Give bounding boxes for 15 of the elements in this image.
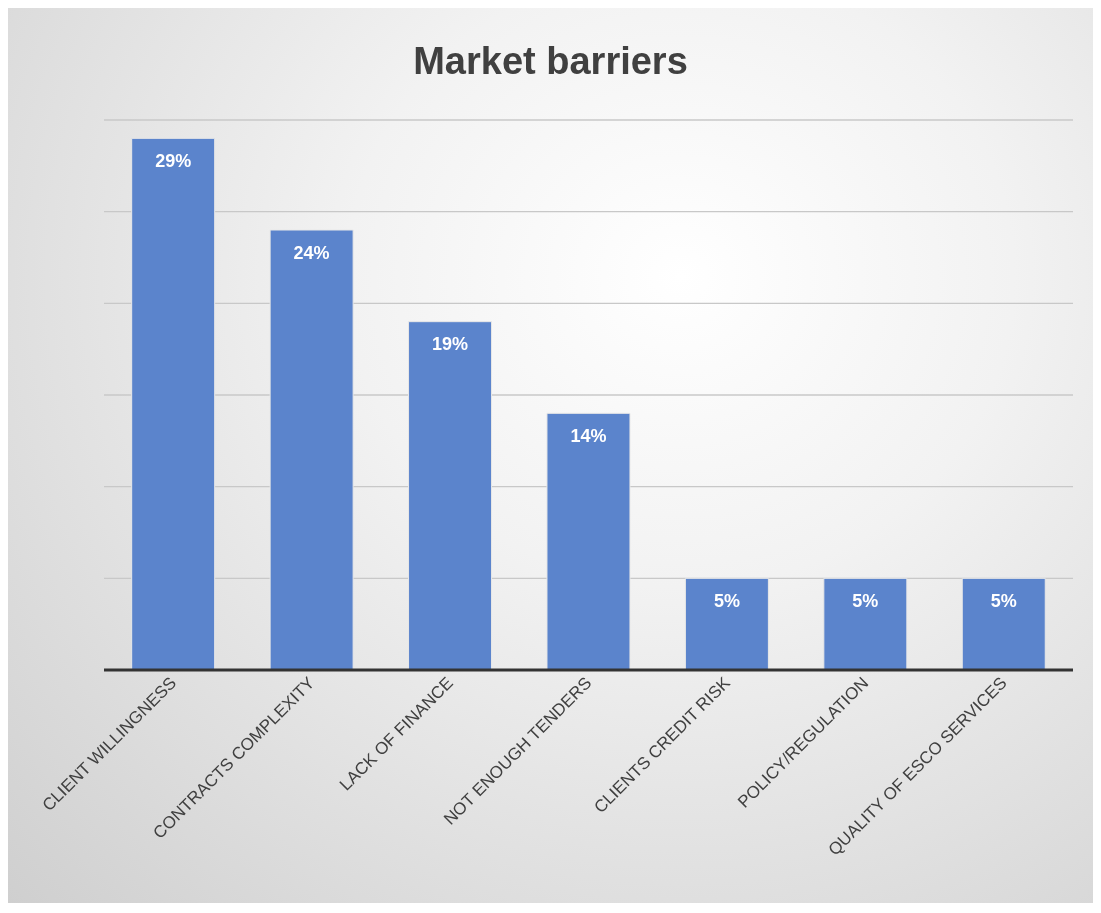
bar: [961, 577, 1046, 671]
data-label: 19%: [432, 334, 469, 355]
data-label: 5%: [990, 591, 1017, 612]
data-label: 29%: [155, 151, 192, 172]
bar: [131, 137, 216, 671]
bar: [823, 577, 908, 671]
data-label: 5%: [713, 591, 740, 612]
bar: [269, 229, 354, 671]
bar: [684, 577, 769, 671]
data-label: 5%: [852, 591, 879, 612]
chart-title: Market barriers: [412, 39, 689, 84]
bar: [408, 321, 493, 671]
data-label: 14%: [570, 426, 607, 447]
bar: [546, 412, 631, 671]
data-label: 24%: [293, 242, 330, 263]
